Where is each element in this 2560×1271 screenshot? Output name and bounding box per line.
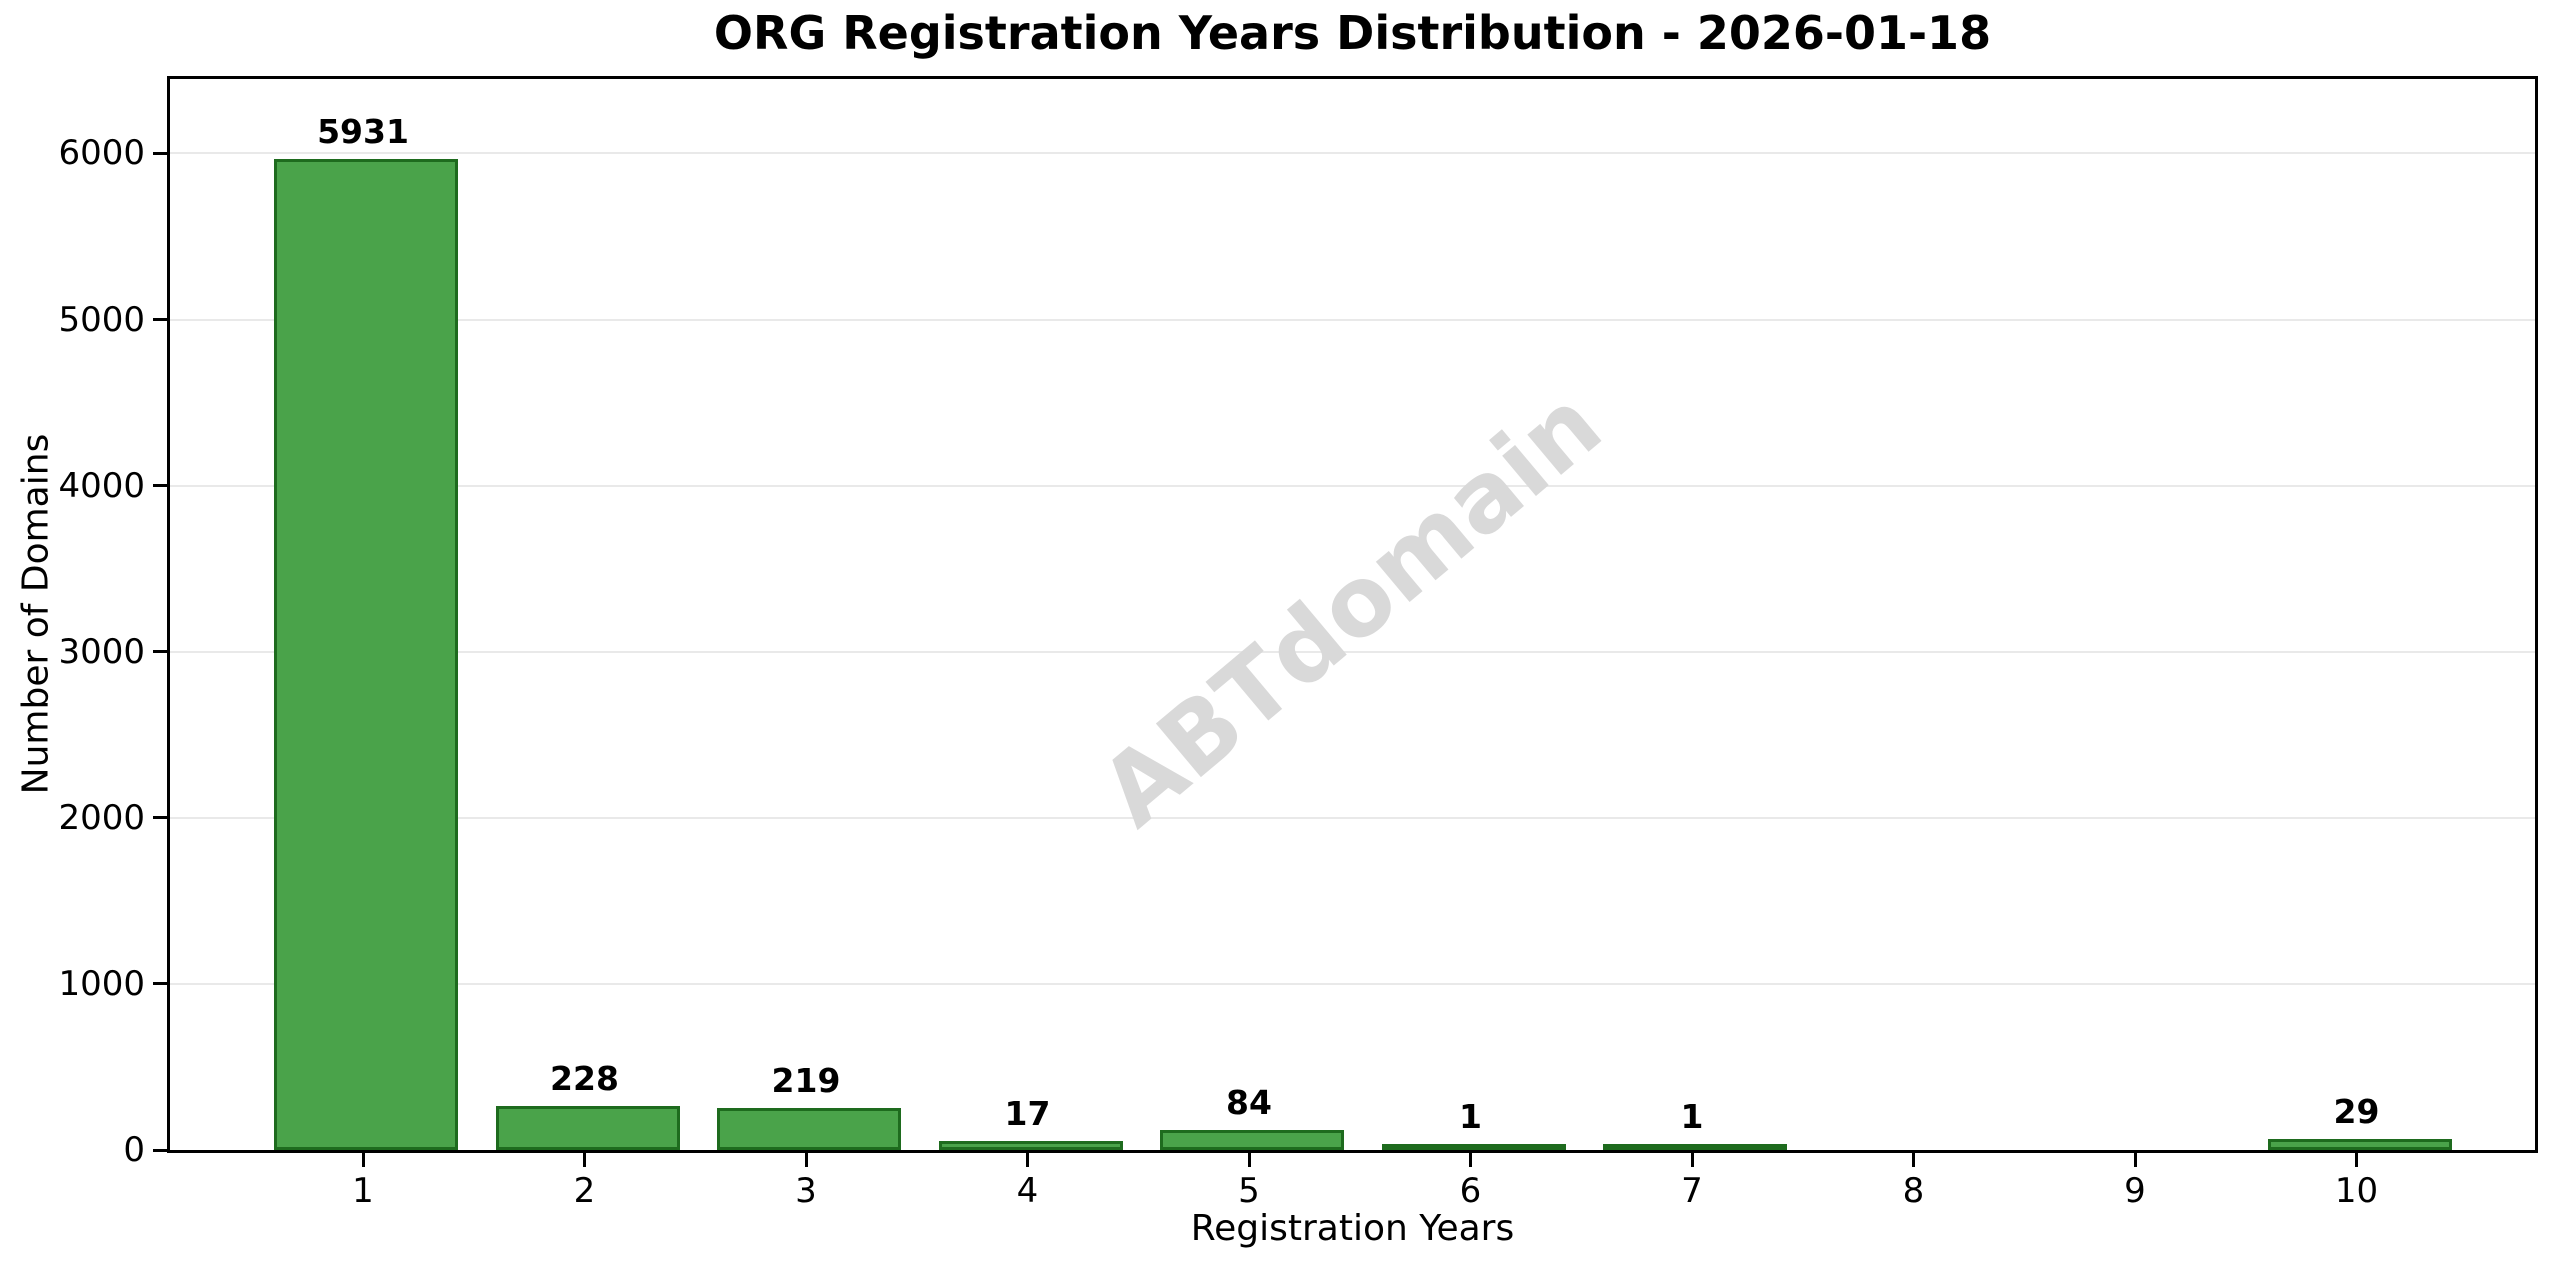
y-tick-label: 6000: [58, 133, 145, 174]
bar-year-10: [2267, 1139, 2452, 1150]
gridline-y-6000: [170, 152, 2535, 155]
x-tick-label: 8: [1902, 1171, 1925, 1211]
y-tick-label: 0: [123, 1130, 145, 1170]
x-tick-label: 6: [1459, 1171, 1482, 1211]
y-tick-mark: [153, 484, 167, 488]
y-tick-label: 3000: [58, 631, 145, 672]
bar-year-2: [495, 1106, 680, 1150]
x-tick-mark: [1912, 1153, 1915, 1167]
chart-title: ORG Registration Years Distribution - 20…: [713, 6, 1992, 60]
x-tick-label: 5: [1238, 1171, 1260, 1211]
bar-year-5: [1160, 1130, 1344, 1150]
bar-year-4: [938, 1141, 1123, 1150]
y-tick-label: 4000: [58, 465, 145, 506]
y-tick-mark: [153, 1148, 167, 1152]
x-tick-mark: [361, 1153, 365, 1167]
x-tick-label: 4: [1016, 1171, 1039, 1211]
x-tick-mark: [583, 1153, 586, 1167]
x-axis-title: Registration Years: [1190, 1208, 1515, 1249]
bar-value-label-year-7: 1: [1680, 1096, 1704, 1136]
bar-value-label-year-6: 1: [1459, 1096, 1482, 1136]
y-axis-title: Number of Domains: [15, 433, 57, 795]
y-tick-mark: [153, 982, 167, 986]
bar-value-label-year-5: 84: [1226, 1083, 1272, 1123]
bar-value-label-year-1: 5931: [317, 111, 409, 151]
watermark-text: ABTdomain: [1079, 367, 1623, 849]
bar-year-6: [1381, 1143, 1566, 1150]
x-tick-label: 1: [352, 1171, 374, 1211]
x-tick-mark: [1026, 1153, 1029, 1167]
x-tick-label: 10: [2334, 1171, 2379, 1211]
x-tick-mark: [804, 1153, 808, 1167]
bar-year-3: [717, 1107, 901, 1150]
bar-year-7: [1603, 1143, 1787, 1150]
bar-value-label-year-10: 29: [2333, 1092, 2380, 1132]
x-tick-label: 3: [795, 1171, 817, 1211]
plot-area: ABTdomain 5931 228 219 17 84 1 1 29: [167, 76, 2538, 1153]
y-tick-mark: [153, 151, 167, 155]
x-tick-label: 7: [1681, 1171, 1703, 1211]
x-tick-mark: [1247, 1153, 1251, 1167]
gridline-y-5000: [170, 318, 2535, 321]
y-tick-label: 2000: [58, 797, 145, 838]
gridline-y-3000: [170, 650, 2535, 653]
x-tick-mark: [1690, 1153, 1694, 1167]
gridline-y-4000: [170, 484, 2535, 487]
x-tick-mark: [1469, 1153, 1472, 1167]
gridline-y-1000: [170, 982, 2535, 985]
y-tick-mark: [153, 318, 167, 321]
x-tick-mark: [2355, 1153, 2358, 1167]
y-tick-label: 5000: [58, 299, 145, 340]
x-tick-label: 2: [573, 1171, 596, 1211]
bar-value-label-year-3: 219: [771, 1060, 841, 1100]
bar-value-label-year-4: 17: [1004, 1094, 1051, 1134]
bar-year-1: [274, 158, 458, 1150]
y-tick-label: 1000: [58, 963, 145, 1004]
gridline-y-2000: [170, 816, 2535, 819]
y-tick-mark: [153, 816, 167, 820]
y-tick-mark: [153, 650, 167, 654]
bar-value-label-year-2: 228: [550, 1059, 619, 1099]
x-tick-label: 9: [2124, 1171, 2146, 1211]
x-tick-mark: [2133, 1153, 2137, 1167]
